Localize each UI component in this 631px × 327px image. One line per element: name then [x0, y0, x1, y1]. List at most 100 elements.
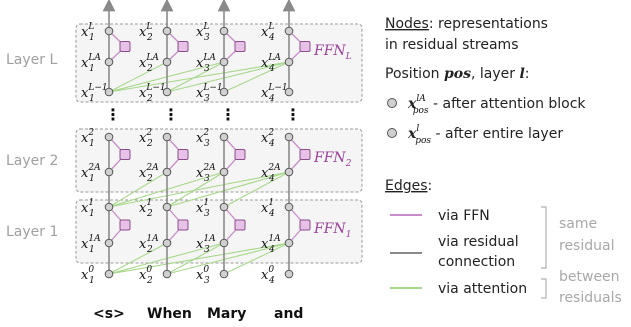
ffn-edges [108, 30, 311, 244]
legend-via-ffn: via FFN [438, 208, 490, 224]
attention-node [219, 167, 229, 177]
attention-edge [166, 61, 290, 93]
legend-via-attention: via attention [438, 281, 527, 297]
node-label: x2A 3 [196, 163, 216, 184]
node-label: x0 4 [261, 265, 275, 286]
legend-attn-math: xlA pos - after attention block [407, 94, 586, 116]
ffn-label-2: FFN2 [313, 150, 352, 169]
node-label: x2 4 [261, 128, 275, 149]
legend-layer-math: xl pos - after entire layer [407, 124, 563, 146]
node-label: x0 2 [139, 265, 153, 286]
node-label: xLA 4 [261, 53, 281, 74]
node-label: x1 4 [261, 198, 275, 219]
ffn-block [234, 41, 246, 52]
ffn-block [299, 149, 311, 160]
layer-node [219, 132, 229, 142]
node-label: x1 2 [139, 198, 153, 219]
ellipsis: ⋮ [285, 105, 301, 124]
node-label: x0 3 [196, 265, 210, 286]
attention-edge [108, 242, 290, 275]
node-labels: x0 1 x0 2 x0 3 x0 4 x1A 1 x1A 2 x1A 3 x1A 4 x1 1 x1 2 x1 3 x1 4… [81, 22, 288, 286]
node-label: x1A 2 [139, 234, 159, 255]
input-tokens: <s> When Mary and [93, 306, 303, 322]
attention-edge [108, 171, 290, 208]
ellipsis: ⋮ [105, 105, 121, 124]
attention-edge [108, 242, 168, 275]
ffn-label-1: FFN1 [313, 221, 351, 240]
layer-node [162, 269, 172, 279]
legend: Nodes: representations in residual strea… [385, 16, 622, 306]
residual-nodes [104, 26, 294, 279]
bracket-between-residuals [541, 278, 547, 299]
layer-node [219, 26, 229, 36]
node-label: xL 4 [261, 22, 275, 43]
bracket-same-residual [541, 206, 547, 269]
attention-edge [108, 61, 168, 93]
ffn-label-L: FFNL [313, 43, 352, 62]
attention-node [162, 57, 172, 67]
attention-node [284, 57, 294, 67]
ffn-block [234, 219, 246, 231]
layer-node [104, 26, 114, 36]
legend-nodes-line-2: in residual streams [385, 37, 519, 53]
node-label: xL 3 [196, 22, 210, 43]
ffn-block [119, 219, 131, 231]
node-label: x2A 1 [81, 163, 101, 184]
layer-node [104, 202, 114, 212]
node-label: xL−1 4 [261, 83, 288, 104]
layer-node [162, 202, 172, 212]
layer-node [162, 87, 172, 97]
ffn-block [299, 219, 311, 231]
legend-via-residual-1: via residual [438, 234, 519, 250]
node-label: x2A 4 [261, 163, 281, 184]
attention-node [219, 238, 229, 248]
legend-same-1: same [559, 216, 597, 232]
layer-label-L: Layer L [6, 52, 57, 68]
node-label: xL 1 [81, 22, 95, 43]
ffn-block [299, 41, 311, 52]
attention-node [219, 57, 229, 67]
token-label: and [274, 306, 303, 322]
layer-node [284, 202, 294, 212]
legend-nodes-line: Nodes: representations [385, 16, 548, 32]
layer-node [104, 87, 114, 97]
attention-node [104, 57, 114, 67]
node-label: xLA 2 [139, 53, 159, 74]
attention-edge [166, 242, 225, 275]
attention-edge [166, 61, 225, 93]
node-label: x1A 1 [81, 234, 101, 255]
token-label: When [147, 306, 192, 322]
attention-edge [166, 242, 290, 275]
legend-between-1: between [559, 269, 620, 285]
node-label: x2 3 [196, 128, 210, 149]
attention-node [162, 167, 172, 177]
layer-node [219, 202, 229, 212]
legend-between-2: residuals [559, 290, 622, 306]
layer-node [284, 26, 294, 36]
ffn-block [177, 149, 189, 160]
attention-edge [223, 242, 290, 275]
node-label: x2 2 [139, 128, 153, 149]
legend-via-residual-2: connection [438, 254, 515, 270]
layer-label-1: Layer 1 [6, 224, 58, 240]
legend-attn-node [387, 98, 397, 108]
ffn-block [177, 41, 189, 52]
attention-node [104, 167, 114, 177]
node-label: xLA 3 [196, 53, 216, 74]
attention-node [284, 167, 294, 177]
legend-layer-node [387, 128, 397, 138]
attention-node [162, 238, 172, 248]
layer-node [219, 87, 229, 97]
layer-node [162, 132, 172, 142]
layer-box-1 [75, 199, 363, 264]
layer-node [104, 132, 114, 142]
legend-edges-title: Edges: [385, 178, 432, 194]
attention-edge [166, 171, 225, 208]
legend-same-2: residual [559, 238, 614, 254]
layer-label-2: Layer 2 [6, 153, 58, 169]
attention-edge [166, 171, 290, 208]
node-label: x1 3 [196, 198, 210, 219]
node-label: x1 1 [81, 198, 95, 219]
layer-node [284, 87, 294, 97]
